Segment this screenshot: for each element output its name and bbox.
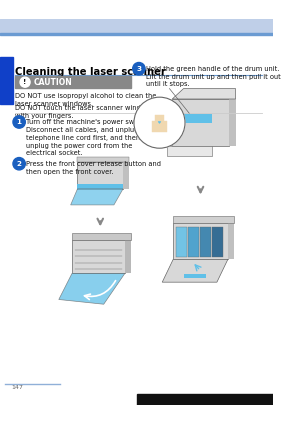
Text: 3: 3 [136, 66, 141, 72]
Bar [77, 184, 123, 189]
Text: Press the front cover release button and
then open the front cover.: Press the front cover release button and… [26, 161, 161, 175]
Text: Cleaning the laser scanner
windows: Cleaning the laser scanner windows [15, 67, 166, 89]
Bar [228, 223, 234, 259]
Bar [72, 233, 131, 240]
Bar [155, 115, 164, 121]
Polygon shape [59, 273, 125, 304]
Bar [188, 228, 199, 257]
Bar [173, 216, 234, 223]
Polygon shape [162, 259, 228, 282]
Bar [173, 223, 228, 259]
Text: DO NOT use isopropyl alcohol to clean the
laser scanner windows.: DO NOT use isopropyl alcohol to clean th… [15, 93, 156, 107]
Text: 2: 2 [16, 161, 22, 167]
Polygon shape [172, 89, 236, 99]
Circle shape [13, 116, 25, 128]
Bar [184, 114, 212, 123]
Text: Turn off the machine's power switch.
Disconnect all cables, and unplug the
telep: Turn off the machine's power switch. Dis… [26, 119, 152, 156]
Polygon shape [70, 189, 123, 205]
Bar [0, 57, 13, 104]
Bar [152, 121, 167, 132]
Bar [184, 274, 206, 278]
Bar [77, 157, 128, 162]
Text: !: ! [23, 79, 27, 85]
Bar [172, 99, 229, 146]
Text: Hold the green handle of the drum unit.
Lift the drum unit up and then pull it o: Hold the green handle of the drum unit. … [146, 66, 281, 87]
Bar [176, 228, 187, 257]
Circle shape [13, 158, 25, 170]
Bar [200, 228, 211, 257]
Text: CAUTION: CAUTION [34, 78, 73, 86]
Bar [72, 240, 125, 273]
Circle shape [133, 62, 145, 75]
Bar [15, 76, 131, 88]
Bar [0, 33, 273, 35]
Bar [0, 19, 273, 33]
Bar [125, 240, 131, 273]
Text: 147: 147 [11, 385, 23, 390]
Bar [212, 228, 223, 257]
Text: DO NOT touch the laser scanner windows
with your fingers.: DO NOT touch the laser scanner windows w… [15, 105, 154, 119]
Circle shape [20, 77, 30, 87]
Bar [167, 146, 212, 156]
Bar [77, 162, 123, 189]
Bar [229, 99, 236, 146]
Circle shape [134, 97, 185, 148]
Bar [123, 162, 128, 189]
Bar [137, 394, 273, 405]
Text: 1: 1 [16, 119, 22, 125]
